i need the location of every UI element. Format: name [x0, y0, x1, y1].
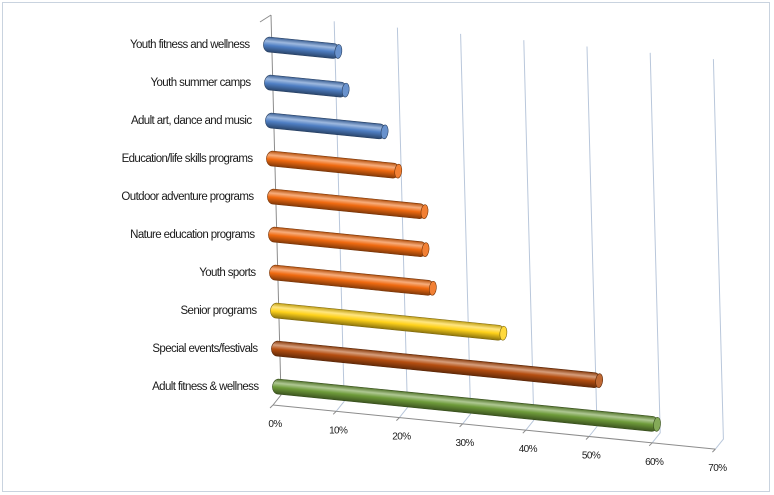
bar [267, 188, 429, 219]
bar-end-cap [595, 373, 603, 388]
bar [263, 36, 343, 59]
bar [269, 264, 437, 296]
bar-body [267, 188, 426, 219]
category-label: Education/life skills programs [122, 153, 254, 165]
bar-chart: Youth fitness and wellness Youth summer c… [121, 14, 728, 474]
bar-body [269, 264, 435, 296]
category-label: Outdoor adventure programs [121, 191, 254, 203]
bar [266, 150, 403, 179]
x-tick-label: 50% [582, 451, 601, 462]
value-tick-mark [648, 442, 653, 447]
gridline [586, 46, 598, 437]
bar-end-cap [653, 417, 661, 432]
value-tick-mark [332, 410, 337, 415]
bar-body [264, 74, 348, 98]
category-label: Youth fitness and wellness [130, 39, 250, 51]
bar-end-cap [420, 204, 429, 219]
category-label: Adult fitness & wellness [152, 381, 259, 393]
x-tick-label: 10% [329, 425, 348, 436]
bar-body [270, 302, 505, 341]
value-tick-mark [459, 423, 463, 428]
bar-body [271, 340, 601, 388]
category-label: Nature education programs [130, 229, 255, 241]
value-tick-mark [396, 417, 400, 421]
bar [270, 302, 508, 341]
x-tick-label: 40% [519, 444, 538, 455]
bar-body [265, 112, 386, 140]
category-axis [270, 14, 282, 406]
gridline [333, 21, 345, 412]
bar [264, 74, 350, 98]
bar-end-cap [334, 44, 343, 59]
value-tick-mark [585, 436, 590, 440]
bar [268, 226, 430, 257]
bar-end-cap [499, 325, 508, 341]
category-label: Senior programs [180, 305, 257, 317]
bar-body [268, 226, 427, 257]
x-tick-label: 30% [455, 438, 474, 449]
bar-end-cap [394, 163, 403, 179]
bar-end-cap [428, 281, 437, 296]
gridline [396, 27, 408, 418]
axes [259, 14, 716, 453]
bar [265, 112, 389, 140]
bar [272, 378, 661, 432]
x-tick-labels: 0% 10% 20% 30% 40% 50% 60% 70% [268, 419, 727, 474]
bar-end-cap [421, 242, 430, 257]
bar [271, 340, 603, 388]
value-tick-mark [269, 404, 274, 409]
gridline [649, 52, 661, 444]
bar-end-cap [341, 82, 350, 98]
x-tick-label: 70% [708, 463, 727, 474]
gridline [712, 59, 724, 450]
category-label: Special events/festivals [152, 343, 258, 355]
category-label: Adult art, dance and music [131, 115, 252, 127]
value-tick-mark [712, 448, 716, 453]
bars [263, 36, 661, 432]
category-label: Youth summer camps [151, 77, 252, 89]
bar-body [263, 36, 340, 59]
x-tick-label: 0% [268, 419, 282, 430]
gridline [523, 40, 535, 431]
bar-end-cap [380, 124, 389, 140]
category-labels: Youth fitness and wellness Youth summer c… [121, 39, 260, 393]
category-axis-cap [259, 14, 272, 23]
category-label: Youth sports [199, 267, 256, 279]
gridline [460, 33, 472, 425]
value-tick-mark [522, 429, 527, 434]
x-tick-label: 20% [392, 432, 411, 443]
gridlines [333, 21, 724, 450]
x-tick-label: 60% [645, 457, 664, 468]
value-axis [272, 404, 716, 450]
bar-body [266, 150, 400, 179]
